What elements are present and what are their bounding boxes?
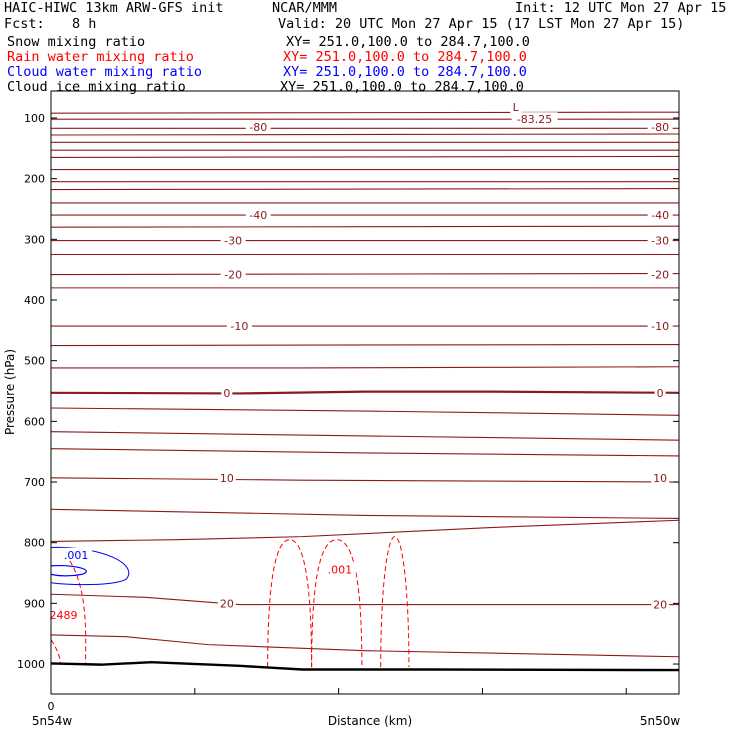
temp-label: -10 — [230, 320, 248, 333]
temp-label-bg — [220, 267, 246, 281]
temp-contour — [50, 477, 680, 483]
temp-label: -40 — [249, 209, 267, 222]
rain-contour — [69, 560, 87, 665]
plot-frame — [50, 90, 680, 695]
temp-label-bg — [245, 120, 271, 134]
temp-label: -10 — [651, 320, 669, 333]
temp-label-bg — [647, 208, 673, 222]
temp-contour — [50, 225, 680, 228]
temp-label: L — [513, 101, 520, 114]
field-snow-xy: XY= 251.0,100.0 to 284.7,100.0 — [286, 34, 530, 50]
temp-label: -30 — [651, 235, 669, 248]
temp-label-bg — [221, 385, 233, 399]
temp-contour — [50, 390, 680, 395]
temp-contour — [50, 188, 680, 191]
x-end-label: 5n50w — [640, 714, 681, 728]
rain-contour — [311, 539, 363, 668]
terrain-line — [50, 661, 680, 672]
temp-contour — [50, 272, 680, 276]
temp-label: 0 — [223, 387, 230, 400]
contour-labels: -80 -80 -83.25L -40 -40 -30 -30 -20 -20 -10 -10 0 0 1… — [47, 100, 673, 622]
temp-contour — [50, 448, 680, 457]
y-tick-label: 800 — [24, 537, 45, 550]
temp-label-bg — [511, 112, 558, 126]
temp-contour — [50, 407, 680, 416]
rain-contours — [50, 536, 410, 668]
field-rain-xy: XY= 251.0,100.0 to 284.7,100.0 — [283, 49, 527, 65]
temp-contour — [50, 519, 680, 543]
temp-contour — [50, 111, 680, 114]
field-cloud-water-xy: XY= 251.0,100.0 to 284.7,100.0 — [283, 64, 527, 80]
temp-label: 10 — [220, 472, 234, 485]
temp-label-bg — [647, 319, 673, 333]
forecast-label: Fcst: — [4, 16, 45, 32]
x-start-label: 5n54w — [32, 714, 73, 728]
terrain-surface — [50, 661, 680, 672]
organization: NCAR/MMM — [272, 0, 338, 16]
x-axis-label: Distance (km) — [328, 714, 412, 728]
y-tick-label: 600 — [24, 415, 45, 428]
temp-label: 20 — [220, 597, 234, 610]
temp-contour — [50, 508, 680, 519]
y-tick-label: 500 — [24, 355, 45, 368]
y-tick-label: 900 — [24, 597, 45, 610]
temp-label-bg — [220, 233, 246, 247]
temp-contour — [50, 343, 680, 347]
temp-contour — [50, 634, 680, 658]
temp-contour — [50, 133, 680, 136]
temp-label-bg — [647, 233, 673, 247]
temp-label: -20 — [224, 269, 242, 282]
temp-contour — [50, 155, 680, 158]
y-tick-label: 700 — [24, 476, 45, 489]
y-tick-label: 100 — [24, 112, 45, 125]
y-tick-label: 1000 — [17, 658, 45, 671]
temp-contour — [50, 593, 679, 606]
temp-label: -83.25 — [517, 113, 552, 126]
y-tick-label: 200 — [24, 173, 45, 186]
rain-contour — [50, 639, 61, 665]
rain-label: 2489 — [50, 609, 78, 622]
cloud-water-contour — [50, 564, 87, 577]
field-rain-name: Rain water mixing ratio — [7, 49, 194, 65]
y-tick-label: 400 — [24, 294, 45, 307]
temp-contour — [50, 431, 680, 441]
cloud-label-bg — [60, 547, 93, 561]
rain-label-bg — [47, 607, 80, 621]
temp-label-bg — [647, 267, 673, 281]
temp-label-bg — [217, 470, 236, 484]
temp-label-bg — [647, 120, 673, 134]
model-title: HAIC-HIWC 13km ARW-GFS init — [4, 0, 224, 16]
forecast-hour: 8 h — [72, 16, 97, 32]
y-tick-label: 300 — [24, 233, 45, 246]
field-cloud-water-name: Cloud water mixing ratio — [7, 64, 203, 80]
y-axis-label: Pressure (hPa) — [3, 349, 17, 435]
temperature-contours — [50, 111, 680, 658]
temp-label: 10 — [653, 472, 667, 485]
temp-label-bg — [651, 597, 670, 611]
temp-label: -30 — [224, 235, 242, 248]
x-origin-label: 0 — [48, 700, 55, 713]
temp-label-bg — [651, 470, 670, 484]
temp-label-bg — [245, 208, 271, 222]
temp-label: -80 — [651, 121, 669, 134]
temp-label: -80 — [249, 121, 267, 134]
cloud-label: .001 — [64, 549, 89, 562]
temp-label-bg — [226, 319, 252, 333]
temp-contour — [51, 366, 680, 369]
temp-label: 0 — [657, 387, 664, 400]
rain-label-bg — [323, 562, 356, 576]
temp-label-bg — [654, 385, 666, 399]
temp-label: -20 — [651, 269, 669, 282]
rain-label: .001 — [328, 563, 353, 576]
valid-time: Valid: 20 UTC Mon 27 Apr 15 (17 LST Mon … — [278, 16, 685, 32]
temp-label: -40 — [651, 209, 669, 222]
temp-label-bg — [510, 100, 522, 114]
rain-contour — [380, 536, 410, 668]
temp-label-bg — [217, 596, 236, 610]
temp-label: 20 — [653, 599, 667, 612]
init-time: Init: 12 UTC Mon 27 Apr 15 — [515, 0, 727, 16]
field-snow-name: Snow mixing ratio — [7, 34, 146, 50]
